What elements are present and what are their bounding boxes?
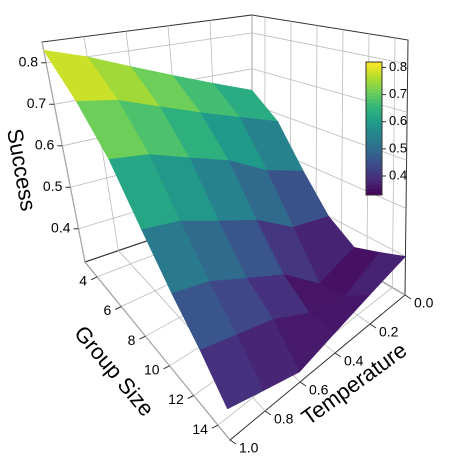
colorbar-segment [366,81,382,86]
z-tick-label: 0.4 [51,219,71,235]
colorbar-segment [366,62,382,66]
y-tick [334,352,342,358]
y-tick-label: 0.0 [414,295,434,311]
colorbar-segment [366,118,382,123]
z-tick-label: 0.8 [19,53,39,69]
colorbar-segment [366,188,382,193]
colorbar-segment [366,185,382,189]
colorbar-segment [366,85,382,90]
colorbar-segment [366,78,382,83]
y-tick-label: 0.8 [274,411,294,427]
colorbar-segment [366,108,382,113]
grid-line [46,32,408,65]
surface-cell [199,334,265,410]
grid-line [41,41,231,441]
colorbar-segment [366,71,382,76]
x-tick [187,395,194,399]
colorbar-segment [366,178,382,183]
y-tick [369,323,377,329]
colorbar-tick-label: 0.7 [389,86,407,101]
x-tick-label: 14 [192,421,208,437]
colorbar-segment [366,165,382,169]
x-tick-label: 6 [103,302,111,318]
colorbar-segment [366,181,382,186]
colorbar-segment [366,125,382,129]
colorbar-segment [366,141,382,146]
colorbar-tick-label: 0.4 [389,167,407,182]
y-tick [264,410,272,416]
colorbar-segment [366,131,382,136]
x-tick [163,365,170,370]
colorbar-segment [366,191,382,196]
colorbar-segment [366,171,382,176]
y-tick-label: 0.6 [309,382,329,398]
colorbar-segment [366,168,382,173]
colorbar-segment [366,98,382,103]
colorbar-segment [366,121,382,126]
z-tick-label: 0.5 [43,178,63,194]
y-tick-label: 1.0 [239,440,259,456]
colorbar-segment [366,111,382,116]
colorbar-segment [366,161,382,166]
colorbar-segment [366,88,382,93]
colorbar-segment [366,68,382,73]
colorbar-segment [366,128,382,133]
z-tick-label: 0.7 [27,95,47,111]
y-tick-label: 0.4 [344,353,364,369]
colorbar-segment [366,158,382,163]
y-tick [299,381,307,387]
colorbar-segment [366,101,382,106]
x-tick [211,424,219,429]
x-tick [139,335,146,340]
colorbar-frame [365,61,383,196]
colorbar-segment [366,175,382,179]
colorbar-segment [366,75,382,80]
colorbar-segment [366,151,382,156]
colorbar-segment [366,65,382,70]
x-tick-label: 12 [168,391,184,407]
x-tick-label: 8 [128,332,136,348]
colorbar-segment [366,155,382,159]
y-tick-label: 0.2 [379,324,399,340]
y-tick [229,439,237,445]
colorbar-segment [366,115,382,120]
colorbar-segment [366,105,382,110]
colorbar-tick-label: 0.8 [389,59,407,74]
colorbar-segment [366,145,382,149]
x-tick-label: 10 [144,362,160,378]
colorbar-segment [366,91,382,96]
colorbar-segment [366,135,382,139]
y-tick [404,294,412,300]
colorbar-tick-label: 0.5 [389,140,407,155]
colorbar-segment [366,148,382,153]
x-tick [115,306,122,310]
colorbar-segment [366,138,382,143]
x-tick-label: 4 [79,273,87,289]
z-tick-label: 0.6 [35,136,55,152]
x-tick [90,276,98,281]
colorbar-segment [366,95,382,100]
colorbar-tick-label: 0.6 [389,113,407,128]
